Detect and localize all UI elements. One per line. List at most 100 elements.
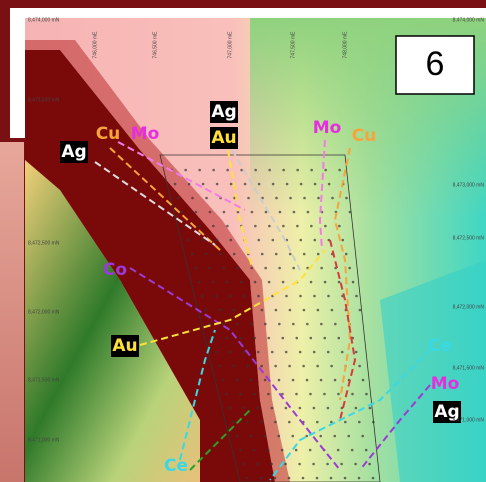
sample-dot (280, 448, 284, 452)
sample-dot (316, 364, 319, 368)
sample-dot (236, 322, 239, 326)
sample-dot (208, 266, 211, 270)
sample-dot (327, 294, 330, 298)
panel-number: 6 (426, 45, 445, 83)
sample-dot (238, 448, 242, 452)
sample-dot (225, 336, 229, 340)
sample-dot (302, 308, 306, 312)
sample-dot (194, 266, 197, 270)
sample-dot (267, 280, 271, 284)
sample-dot (264, 266, 267, 270)
sample-dot (198, 168, 201, 172)
sample-dot (254, 224, 257, 228)
sample-dot (309, 336, 313, 340)
sample-dot (313, 238, 317, 242)
sample-dot (240, 168, 243, 172)
sample-dot (239, 392, 242, 396)
sample-dot (288, 364, 291, 368)
sample-dot (315, 476, 319, 480)
sample-dot (250, 210, 254, 214)
sample-dot (309, 392, 312, 396)
sample-dot (242, 406, 246, 410)
sample-dot (245, 476, 249, 480)
sample-dot (371, 476, 375, 480)
sample-dot (320, 266, 323, 270)
sample-dot (317, 196, 320, 200)
anomaly-lines (94, 139, 431, 481)
sample-dot (180, 210, 184, 214)
sample-dot (348, 266, 351, 270)
sample-dot (361, 434, 365, 438)
sample-dot (278, 266, 281, 270)
sample-dot (270, 462, 273, 466)
sample-dot (337, 392, 340, 396)
sample-dot (312, 350, 316, 354)
sample-dot (232, 364, 235, 368)
element-label: Ag (61, 142, 86, 162)
sample-dot (260, 308, 264, 312)
sample-dot (260, 420, 263, 424)
sample-dot (350, 448, 354, 452)
sample-dot (267, 392, 270, 396)
sample-dot (364, 448, 368, 452)
element-label: Ce (164, 456, 188, 476)
sample-dot (281, 336, 285, 340)
sample-dot (277, 434, 281, 438)
sample-dot (191, 196, 194, 200)
sample-dot (236, 266, 239, 270)
sample-dot (299, 238, 303, 242)
sample-dot (323, 280, 327, 284)
sample-dot (288, 308, 292, 312)
sample-dot (235, 434, 239, 438)
easting-label: 747,500 mE (290, 31, 296, 59)
sample-dot (320, 322, 323, 326)
sample-dot (281, 392, 284, 396)
northing-label: 8,472,000 mN (28, 309, 60, 315)
sample-dot (292, 322, 295, 326)
sample-dot (257, 238, 261, 242)
sample-dot (288, 420, 291, 424)
sample-dot (264, 210, 268, 214)
northing-label: 8,471,500 mN (453, 365, 485, 371)
sample-dot (201, 182, 205, 186)
sample-dot (284, 350, 288, 354)
sample-dot (289, 196, 292, 200)
sample-dot (211, 280, 215, 284)
northing-label: 8,474,000 mN (28, 17, 60, 23)
sample-dot (275, 196, 278, 200)
sample-dot (288, 252, 292, 256)
sample-dot (302, 252, 306, 256)
label-box (210, 101, 238, 123)
sample-dot (372, 420, 375, 424)
sample-dot (266, 448, 270, 452)
sample-dot (277, 378, 281, 382)
panel-number-box (395, 35, 475, 95)
sample-dot (232, 420, 235, 424)
sample-dot (312, 406, 316, 410)
sample-dot (263, 378, 267, 382)
sample-dot (232, 308, 236, 312)
sample-dot (239, 280, 243, 284)
sample-dot (201, 294, 204, 298)
label-box (210, 127, 238, 149)
sample-dot (218, 252, 222, 256)
sample-dot (296, 168, 299, 172)
sample-dot (301, 476, 305, 480)
sample-dot (246, 364, 249, 368)
northing-label: 8,474,000 mN (453, 17, 485, 23)
sample-dot (242, 462, 245, 466)
sample-dot (344, 420, 347, 424)
sample-dot (368, 406, 372, 410)
sample-dot (243, 294, 246, 298)
sample-dot (299, 182, 303, 186)
sample-dot (305, 434, 309, 438)
sample-dot (246, 420, 249, 424)
sample-dot (260, 252, 264, 256)
northing-label: 8,472,500 mN (28, 240, 60, 246)
element-label: Au (211, 128, 236, 148)
sample-dot (341, 238, 345, 242)
sample-dot (294, 448, 298, 452)
sample-dot (333, 434, 337, 438)
sample-dot (257, 182, 261, 186)
sample-dot (357, 476, 361, 480)
